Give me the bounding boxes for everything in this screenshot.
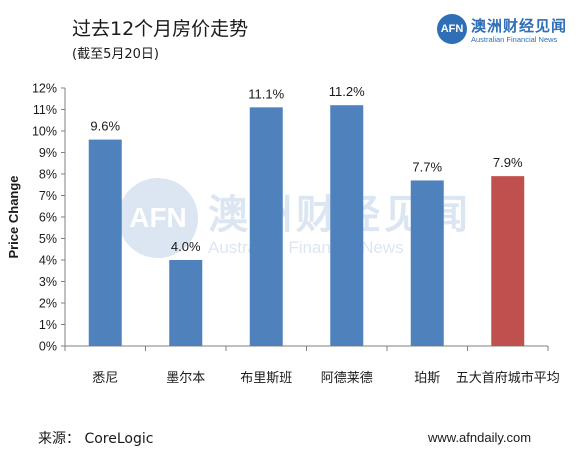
chart-title: 过去12个月房价走势 <box>72 18 249 40</box>
y-tick-label: 8% <box>39 168 57 182</box>
data-label: 7.9% <box>493 155 523 170</box>
bar-1 <box>169 260 203 346</box>
x-tick-label: 阿德莱德 <box>321 371 373 386</box>
data-label: 4.0% <box>171 239 201 254</box>
chart-subtitle: (截至5月20日) <box>72 47 159 62</box>
afn-logo-name-cn: 澳洲财经见闻 <box>471 17 568 35</box>
y-tick-label: 2% <box>39 297 57 311</box>
x-tick-label: 墨尔本 <box>166 371 205 386</box>
site-url: www.afndaily.com <box>428 430 532 445</box>
y-tick-label: 10% <box>32 125 57 139</box>
data-label: 11.1% <box>248 86 284 101</box>
x-tick-label: 珀斯 <box>414 371 440 386</box>
source-note: 来源： CoreLogic <box>38 431 154 447</box>
y-tick-label: 4% <box>39 254 57 268</box>
x-tick-label: 五大首府城市平均 <box>456 370 560 386</box>
y-tick-label: 1% <box>39 318 57 332</box>
bar-3 <box>330 105 364 346</box>
y-tick-label: 7% <box>39 189 57 203</box>
bar-4 <box>410 180 444 346</box>
y-tick-label: 12% <box>32 82 57 96</box>
x-tick-label: 悉尼 <box>92 371 118 386</box>
y-tick-label: 3% <box>39 275 57 289</box>
data-label: 7.7% <box>412 159 442 174</box>
y-tick-label: 9% <box>39 146 57 160</box>
data-label: 9.6% <box>90 119 120 134</box>
y-tick-label: 11% <box>33 103 57 117</box>
y-tick-label: 5% <box>39 232 57 246</box>
y-axis-label: Price Change <box>6 175 21 258</box>
bar-0 <box>88 139 122 346</box>
bar-2 <box>249 107 283 346</box>
afn-logo: AFN 澳洲财经见闻 Australian Financial News <box>437 14 567 46</box>
bar-5 <box>491 176 525 346</box>
afn-logo-mark: AFN <box>437 14 467 44</box>
data-label: 11.2% <box>329 84 365 99</box>
y-tick-label: 0% <box>39 340 57 354</box>
x-tick-label: 布里斯班 <box>240 371 292 386</box>
afn-logo-name-en: Australian Financial News <box>471 35 558 44</box>
y-tick-label: 6% <box>39 211 57 225</box>
